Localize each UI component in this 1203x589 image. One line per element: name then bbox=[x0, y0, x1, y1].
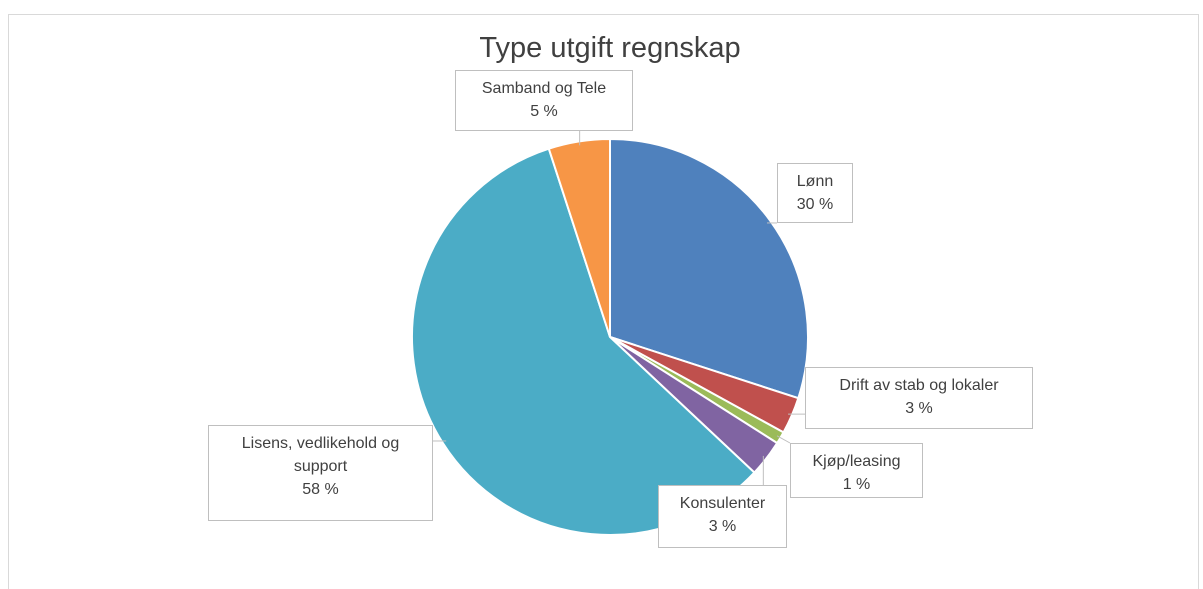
category-label: Samband og Tele bbox=[481, 80, 607, 97]
leader-line bbox=[776, 435, 791, 444]
category-label: Drift av stab og lokaler bbox=[839, 377, 999, 394]
category-label: Lisens, vedlikehold og support bbox=[241, 435, 400, 475]
data-label: Kjøp/leasing 1 % bbox=[790, 443, 923, 498]
data-label: Samband og Tele 5 % bbox=[455, 70, 633, 131]
value-label: 1 % bbox=[842, 476, 871, 493]
value-label: 3 % bbox=[905, 400, 933, 417]
data-label: Konsulenter 3 % bbox=[658, 485, 787, 548]
data-label: Drift av stab og lokaler 3 % bbox=[805, 367, 1033, 429]
category-label: Lønn bbox=[796, 173, 834, 190]
pie-slice bbox=[609, 137, 809, 400]
data-label: Lisens, vedlikehold og support 58 % bbox=[208, 425, 433, 521]
pie-slice bbox=[547, 137, 611, 338]
category-label: Konsulenter bbox=[679, 495, 766, 512]
value-label: 5 % bbox=[530, 103, 558, 120]
category-label: Kjøp/leasing bbox=[812, 453, 901, 470]
value-label: 30 % bbox=[796, 196, 834, 213]
value-label: 3 % bbox=[708, 518, 737, 535]
value-label: 58 % bbox=[302, 481, 339, 498]
chart-title: Type utgift regnskap bbox=[479, 32, 741, 64]
data-label: Lønn 30 % bbox=[777, 163, 853, 223]
chart-frame bbox=[8, 14, 1199, 589]
